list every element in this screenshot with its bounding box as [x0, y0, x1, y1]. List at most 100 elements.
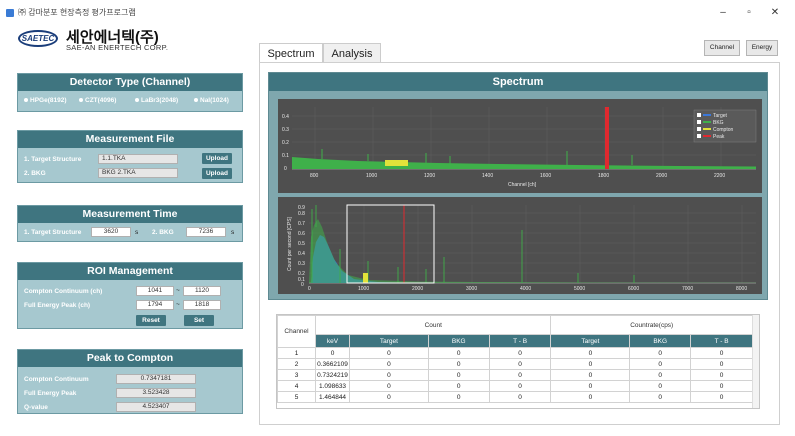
cell-channel: 1: [277, 347, 316, 359]
upload-bkg-button[interactable]: Upload: [202, 168, 232, 179]
cell-bkg: 0: [427, 369, 490, 381]
cell-channel: 5: [277, 391, 316, 403]
compton-to-input[interactable]: 1120: [183, 286, 221, 296]
bottom-y-tick: 0.3: [298, 261, 305, 267]
roi-reset-button[interactable]: Reset: [136, 315, 166, 326]
window-title-bar: ㈜ 감마분포 현장측정 평가프로그램 – ▫ ✕: [0, 0, 795, 26]
column-header-rate-bkg: BKG: [629, 334, 692, 348]
bkg-file-field[interactable]: BKG 2.TKA: [98, 168, 178, 178]
ptc-q-value: 4.523407: [116, 402, 196, 412]
cell-target: 0: [349, 380, 429, 392]
table-row[interactable]: 3 0.7324219 0 0 0 0 0 0: [277, 369, 753, 381]
company-logo: SAETEC: [18, 30, 58, 47]
cell-bkg: 0: [427, 380, 490, 392]
range-separator: ~: [176, 287, 180, 294]
column-header-rate-t-b: T - B: [690, 334, 753, 348]
bottom-y-tick: 0.4: [298, 251, 305, 257]
bottom-x-tick: 3000: [466, 286, 477, 292]
bottom-y-tick: 0.1: [298, 277, 305, 283]
cell-rate-t-b: 0: [690, 358, 753, 370]
radio-hpge[interactable]: HPGe(8192): [24, 97, 67, 104]
radio-icon: [194, 98, 198, 103]
ptc-peak-value: 3.523428: [116, 388, 196, 398]
ptc-compton-value: 0.7347181: [116, 374, 196, 384]
radio-icon: [135, 98, 139, 103]
compton-region: [385, 160, 408, 166]
legend-peak: Peak: [713, 134, 725, 140]
bottom-y-tick: 0.8: [298, 211, 305, 217]
channel-button[interactable]: Channel: [704, 40, 740, 56]
radio-icon: [79, 98, 83, 103]
compton-region: [363, 273, 368, 283]
bottom-x-tick: 0: [308, 286, 311, 292]
cell-target: 0: [349, 391, 429, 403]
top-spectrum-chart[interactable]: 0.4 0.3 0.2 0.1 0 800 1000 1200 1400 160…: [278, 99, 762, 193]
top-x-tick: 1400: [482, 173, 493, 179]
upload-target-button[interactable]: Upload: [202, 153, 232, 164]
peak-to-input[interactable]: 1818: [183, 300, 221, 310]
radio-labr3-label: LaBr3(2048): [141, 97, 179, 104]
table-row[interactable]: 4 1.098633 0 0 0 0 0 0: [277, 380, 753, 392]
bottom-x-tick: 5000: [574, 286, 585, 292]
compton-from-input[interactable]: 1041: [136, 286, 174, 296]
radio-labr3[interactable]: LaBr3(2048): [135, 97, 178, 104]
table-scrollbar[interactable]: [752, 315, 759, 408]
top-x-tick: 1200: [424, 173, 435, 179]
bottom-x-tick: 2000: [412, 286, 423, 292]
radio-nai[interactable]: NaI(1024): [194, 97, 229, 104]
radio-czt[interactable]: CZT(4096): [79, 97, 116, 104]
close-icon[interactable]: ✕: [770, 7, 780, 18]
tab-spectrum[interactable]: Spectrum: [259, 43, 323, 63]
measurement-file-title: Measurement File: [18, 131, 242, 148]
top-x-tick: 1800: [598, 173, 609, 179]
company-name-english: SAE-AN ENERTECH CORP.: [66, 43, 169, 52]
radio-czt-label: CZT(4096): [85, 97, 117, 104]
roi-set-button[interactable]: Set: [184, 315, 214, 326]
time-bkg-input[interactable]: 7236: [186, 227, 226, 237]
cell-target: 0: [349, 369, 429, 381]
target-structure-label: 1. Target Structure: [24, 156, 82, 163]
cell-rate-bkg: 0: [629, 380, 692, 392]
top-x-tick: 2200: [714, 173, 725, 179]
energy-button[interactable]: Energy: [746, 40, 778, 56]
bottom-spectrum-chart[interactable]: 0.9 0.8 0.7 0.6 0.5 0.4 0.3 0.2 0.1 0 Co…: [278, 197, 762, 294]
cell-kev: 1.464844: [315, 391, 350, 403]
company-name-korean: 세안에너텍(주): [66, 29, 159, 46]
top-y-tick: 0.1: [282, 153, 289, 159]
cell-rate-t-b: 0: [690, 347, 753, 359]
legend-checkbox-icon[interactable]: [697, 113, 701, 117]
table-row[interactable]: 2 0.3662109 0 0 0 0 0 0: [277, 358, 753, 370]
minimize-icon[interactable]: –: [720, 7, 726, 18]
peak-from-input[interactable]: 1794: [136, 300, 174, 310]
table-row[interactable]: 5 1.464844 0 0 0 0 0 0: [277, 391, 753, 403]
column-group-countrate: Countrate(cps): [550, 315, 753, 335]
bottom-y-axis-label: Count per second [CPS]: [287, 216, 293, 271]
time-target-unit: s: [135, 229, 139, 236]
cell-t-b: 0: [488, 358, 552, 370]
top-y-tick: 0: [284, 166, 287, 172]
cell-rate-target: 0: [550, 391, 631, 403]
maximize-icon[interactable]: ▫: [747, 7, 751, 18]
tab-analysis[interactable]: Analysis: [323, 43, 381, 63]
radio-selected-icon: [24, 98, 28, 103]
target-file-field[interactable]: 1.1.TKA: [98, 154, 178, 164]
bkg-spikes: [311, 205, 635, 283]
time-target-input[interactable]: 3620: [91, 227, 131, 237]
column-header-target: Target: [349, 334, 429, 348]
zoom-selection-box[interactable]: [346, 204, 435, 284]
legend-checkbox-icon[interactable]: [697, 127, 701, 131]
cell-rate-bkg: 0: [629, 358, 692, 370]
measurement-file-panel: Measurement File 1. Target Structure 1.1…: [17, 130, 243, 183]
app-icon: [6, 9, 14, 17]
time-bkg-unit: s: [231, 229, 235, 236]
legend-checkbox-icon[interactable]: [697, 120, 701, 124]
top-y-tick: 0.4: [282, 114, 289, 120]
legend-swatch-target: [703, 114, 711, 116]
table-row[interactable]: 1 0 0 0 0 0 0 0: [277, 347, 753, 359]
cell-rate-t-b: 0: [690, 380, 753, 392]
legend-checkbox-icon[interactable]: [697, 134, 701, 138]
roi-peak-label: Full Energy Peak (ch): [24, 302, 91, 309]
cell-bkg: 0: [427, 347, 490, 359]
cell-rate-target: 0: [550, 369, 631, 381]
cell-bkg: 0: [427, 391, 490, 403]
